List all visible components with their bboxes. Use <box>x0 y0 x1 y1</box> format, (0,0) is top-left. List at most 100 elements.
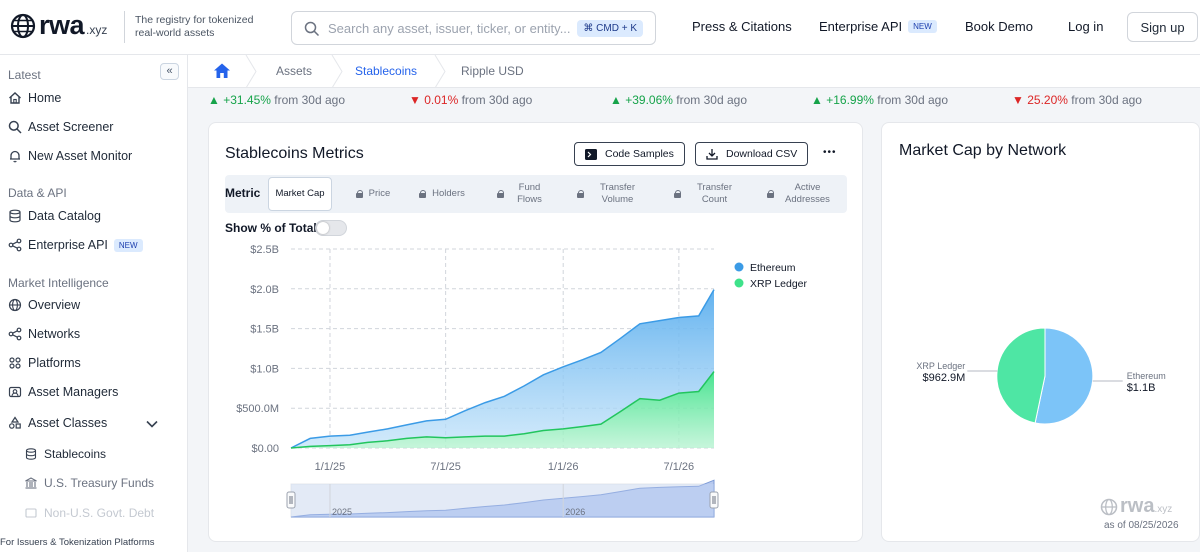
breadcrumb-separator-icon <box>245 55 257 88</box>
shapes-icon <box>8 416 22 430</box>
more-options-button[interactable]: ••• <box>823 147 837 158</box>
tab-transfer-volume[interactable]: Transfer Volume <box>565 177 657 211</box>
search-input[interactable]: Search any asset, issuer, ticker, or ent… <box>291 11 656 45</box>
stat-change: ▲ +39.06% from 30d ago <box>610 93 747 107</box>
show-percent-toggle[interactable] <box>315 220 347 236</box>
download-icon <box>706 149 718 160</box>
sidebar-item-label: Overview <box>28 298 81 312</box>
stat-suffix: from 30d ago <box>676 93 747 107</box>
x-tick-label: 1/1/25 <box>315 461 346 473</box>
id-card-icon <box>8 385 22 399</box>
series-area-xrp-ledger <box>291 371 714 448</box>
tab-label: Fund Flows <box>517 182 542 205</box>
sidebar-item-enterprise-api[interactable]: Enterprise API NEW <box>8 238 143 252</box>
terminal-icon <box>585 148 597 160</box>
code-samples-button[interactable]: Code Samples <box>574 142 685 166</box>
range-navigator-label: 2025 <box>332 507 352 517</box>
sidebar-item-label: Stablecoins <box>44 447 107 461</box>
tab-holders[interactable]: Holders <box>407 177 477 211</box>
stat-value: 0.01% <box>424 93 459 107</box>
metrics-card: Stablecoins Metrics Code Samples Downloa… <box>208 122 863 542</box>
y-tick-label: $1.0B <box>250 363 279 375</box>
signup-button[interactable]: Sign up <box>1127 12 1198 42</box>
sidebar-item-platforms[interactable]: Platforms <box>8 356 81 370</box>
sidebar-footer-link[interactable]: For Issuers & Tokenization Platforms <box>0 537 155 548</box>
stat-value: 25.20% <box>1027 93 1068 107</box>
sidebar-item-home[interactable]: Home <box>8 91 61 105</box>
range-handle-icon <box>286 491 296 509</box>
series-line-xrp-ledger <box>290 371 715 449</box>
breadcrumb-separator-icon <box>434 55 446 88</box>
sidebar-subitem-treasury[interactable]: U.S. Treasury Funds <box>24 476 154 490</box>
section-latest: Latest <box>8 68 41 82</box>
tab-label: Active Addresses <box>785 182 830 205</box>
logo[interactable]: rwa .xyz <box>10 10 107 41</box>
home-icon[interactable] <box>213 62 231 79</box>
tab-label: Transfer Count <box>696 182 733 205</box>
sidebar-item-overview[interactable]: Overview <box>8 298 80 312</box>
stat-change: ▼ 25.20% from 30d ago <box>1012 93 1142 107</box>
range-handle-icon <box>709 491 719 509</box>
pie-slice-ethereum <box>1034 327 1094 425</box>
tab-market-cap[interactable]: Market Cap <box>268 177 332 211</box>
series-line-ethereum <box>290 289 715 449</box>
bank-icon <box>24 476 38 490</box>
tab-transfer-count[interactable]: Transfer Count <box>662 177 754 211</box>
collapse-sidebar-button[interactable]: « <box>160 63 179 80</box>
enterprise-api-link[interactable]: Enterprise API NEW <box>819 19 937 34</box>
pie-label: Ethereum <box>1127 371 1166 381</box>
sidebar-item-label: New Asset Monitor <box>28 149 133 163</box>
stat-value: +39.06% <box>625 93 673 107</box>
tab-label: Transfer Volume <box>599 182 636 205</box>
sidebar-item-data-catalog[interactable]: Data Catalog <box>8 209 101 223</box>
stat-value: +16.99% <box>826 93 874 107</box>
sidebar-item-asset-managers[interactable]: Asset Managers <box>8 385 118 399</box>
press-citations-link[interactable]: Press & Citations <box>692 19 792 34</box>
globe-icon <box>1100 498 1118 515</box>
search-placeholder: Search any asset, issuer, ticker, or ent… <box>328 21 571 36</box>
sidebar-item-asset-classes[interactable]: Asset Classes <box>8 416 180 430</box>
market-cap-area-chart: $0.00 $500.0M $1.0B $1.5B $2.0B $2.5B 1/1/25 7/… <box>236 244 808 518</box>
legend-label: Ethereum <box>750 262 796 274</box>
x-tick-label: 7/1/26 <box>664 461 695 473</box>
breadcrumb-separator-icon <box>331 55 343 88</box>
sidebar: « Latest Home Asset Screener New Asset M… <box>0 55 188 552</box>
tab-price[interactable]: Price <box>343 177 403 211</box>
bell-icon <box>8 149 22 163</box>
logo-suffix: .xyz <box>86 23 108 37</box>
stat-suffix: from 30d ago <box>1071 93 1142 107</box>
breadcrumb-ripple-usd[interactable]: Ripple USD <box>461 64 524 78</box>
section-market-intelligence: Market Intelligence <box>8 276 109 290</box>
stat-change: ▲ +16.99% from 30d ago <box>811 93 948 107</box>
sidebar-item-new-asset-monitor[interactable]: New Asset Monitor <box>8 149 132 163</box>
download-csv-label: Download CSV <box>726 148 798 160</box>
watermark-globe-icon <box>466 319 482 353</box>
legend-swatch <box>734 262 744 272</box>
new-badge: NEW <box>113 238 143 252</box>
lock-icon <box>576 190 584 198</box>
breadcrumb-assets[interactable]: Assets <box>276 64 313 78</box>
pie-value-label: $962.9M <box>922 372 965 384</box>
login-link[interactable]: Log in <box>1068 19 1104 34</box>
chevron-down-icon[interactable] <box>146 420 158 428</box>
y-tick-label: $2.0B <box>250 284 279 296</box>
breadcrumb-stablecoins[interactable]: Stablecoins <box>355 64 418 78</box>
metric-tab-bar: Metric Market Cap Price Holders Fund Flo… <box>225 175 847 213</box>
stat-suffix: from 30d ago <box>877 93 948 107</box>
sidebar-item-networks[interactable]: Networks <box>8 327 80 341</box>
tab-active-addresses[interactable]: Active Addresses <box>758 177 844 211</box>
tab-fund-flows[interactable]: Fund Flows <box>483 177 563 211</box>
sidebar-subitem-stablecoins[interactable]: Stablecoins <box>24 447 106 461</box>
globe-icon <box>8 298 22 312</box>
pie-watermark: rwa .xyz <box>1100 495 1172 518</box>
download-csv-button[interactable]: Download CSV <box>695 142 809 166</box>
sidebar-item-asset-screener[interactable]: Asset Screener <box>8 120 113 134</box>
top-bar: rwa .xyz The registry for tokenized real… <box>0 0 1200 55</box>
range-navigator-series <box>290 479 715 518</box>
stat-suffix: from 30d ago <box>461 93 533 107</box>
book-demo-link[interactable]: Book Demo <box>965 19 1033 34</box>
new-badge: NEW <box>908 20 937 33</box>
home-icon <box>8 91 22 105</box>
sidebar-subitem-non-us-govt-debt[interactable]: Non-U.S. Govt. Debt <box>24 506 154 520</box>
sidebar-item-label: Enterprise API <box>28 238 108 252</box>
